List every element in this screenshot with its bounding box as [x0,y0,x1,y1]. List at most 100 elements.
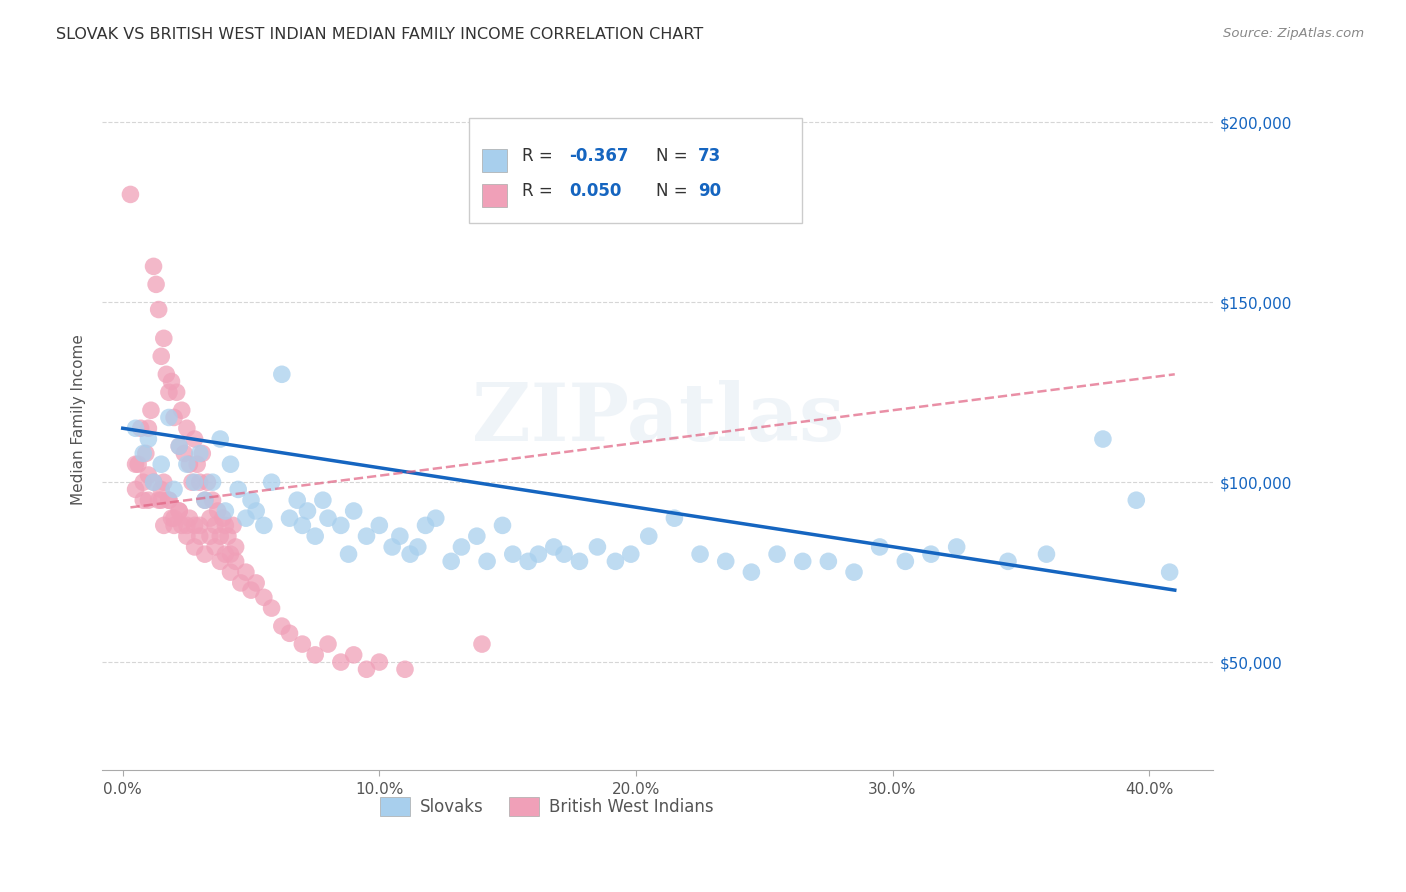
Point [139,403,162,417]
Point [920,547,942,561]
Point [163,483,186,497]
Point [291,637,314,651]
Point [152,518,174,533]
Point [527,547,550,561]
Point [188,529,211,543]
Point [166,385,188,400]
Point [285,493,308,508]
Point [142,260,165,274]
Point [312,493,335,508]
Point [217,529,239,543]
Point [219,547,242,561]
Point [207,504,229,518]
Point [150,493,173,508]
Point [337,547,360,561]
Text: ZIPatlas: ZIPatlas [471,380,844,458]
Legend: Slovaks, British West Indians: Slovaks, British West Indians [371,789,721,825]
Point [170,403,193,417]
Point [491,518,513,533]
Text: -0.367: -0.367 [569,147,628,165]
Point [817,554,839,568]
Point [186,457,208,471]
Point [997,554,1019,568]
Point [225,540,247,554]
Point [316,511,339,525]
Point [138,468,160,483]
Text: 0.050: 0.050 [569,182,621,201]
Point [553,547,575,561]
Point [148,302,170,317]
Point [343,648,366,662]
Text: N =: N = [655,147,692,165]
Point [167,504,190,518]
Point [135,446,157,460]
Point [160,511,183,525]
Text: 73: 73 [697,147,721,165]
Point [183,432,205,446]
Point [605,554,627,568]
Point [209,529,232,543]
Point [124,421,146,435]
Point [329,518,352,533]
Point [197,475,219,490]
Point [894,554,917,568]
Point [842,565,865,579]
Point [188,446,211,460]
Y-axis label: Median Family Income: Median Family Income [72,334,86,505]
Point [157,410,180,425]
Point [127,457,149,471]
Point [129,421,152,435]
Text: Source: ZipAtlas.com: Source: ZipAtlas.com [1223,27,1364,40]
Point [229,576,252,591]
Point [766,547,789,561]
Point [245,576,267,591]
Point [191,446,214,460]
Point [198,529,221,543]
Point [260,475,283,490]
Point [689,547,711,561]
Point [240,583,263,598]
Point [304,529,326,543]
Point [176,518,198,533]
Point [226,483,249,497]
Point [297,504,319,518]
Point [209,554,232,568]
Point [138,493,160,508]
Point [179,457,201,471]
Point [150,349,173,363]
Point [368,655,391,669]
Point [173,446,195,460]
Point [343,504,366,518]
Point [240,493,263,508]
Point [142,475,165,490]
Point [188,518,211,533]
Point [183,518,205,533]
Point [278,511,301,525]
Point [278,626,301,640]
Point [945,540,967,554]
Point [167,439,190,453]
Point [291,518,314,533]
Point [181,475,204,490]
Point [198,511,221,525]
Point [124,457,146,471]
Point [138,432,160,446]
Point [157,385,180,400]
Point [637,529,659,543]
Text: R =: R = [522,147,558,165]
Point [368,518,391,533]
Point [270,619,292,633]
Point [219,457,242,471]
Point [792,554,814,568]
Point [194,493,217,508]
Point [214,504,236,518]
Point [183,475,205,490]
Point [204,518,226,533]
Point [253,591,276,605]
Point [304,648,326,662]
Point [132,493,155,508]
Point [157,493,180,508]
Point [502,547,524,561]
Point [543,540,565,554]
FancyBboxPatch shape [468,118,803,223]
